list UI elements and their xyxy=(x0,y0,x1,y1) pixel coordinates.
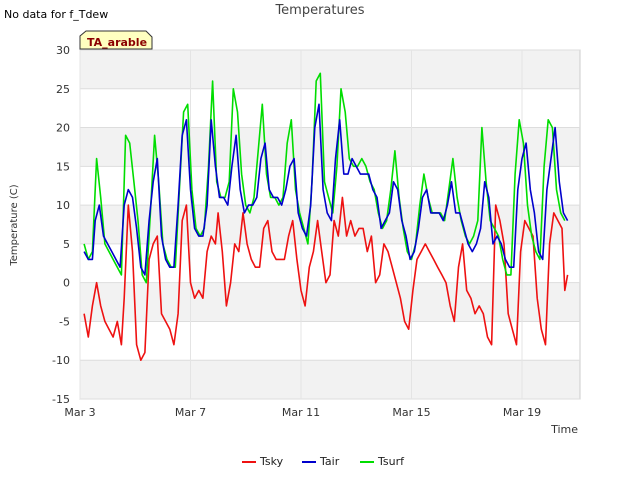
y-tick-label: 20 xyxy=(56,122,70,135)
legend: Tsky Tair Tsurf xyxy=(242,455,405,468)
chart-title: Temperatures xyxy=(274,3,364,18)
y-tick-label: 0 xyxy=(63,277,70,290)
plot-band xyxy=(80,88,580,128)
y-tick-label: 15 xyxy=(56,160,70,173)
y-tick-label: 25 xyxy=(56,83,70,96)
x-tick-label: Mar 19 xyxy=(503,406,541,419)
y-tick-label: -15 xyxy=(52,393,70,406)
legend-item-tsurf: Tsurf xyxy=(360,455,405,468)
plot-bands xyxy=(80,50,580,399)
legend-item-tair: Tair xyxy=(302,455,340,468)
plot-band xyxy=(80,127,580,167)
legend-label: Tsky xyxy=(259,455,284,468)
y-tick-labels: -15 -10 -5 0 5 10 15 20 25 30 xyxy=(52,44,70,406)
legend-label: Tair xyxy=(319,455,340,468)
series-line-tsky xyxy=(83,196,569,361)
legend-item-tsky: Tsky xyxy=(242,455,284,468)
legend-label: Tsurf xyxy=(377,455,405,468)
y-tick-label: 5 xyxy=(63,238,70,251)
plot-band xyxy=(80,205,580,244)
x-tick-label: Mar 15 xyxy=(392,406,430,419)
plot-band xyxy=(80,321,580,361)
plot-band xyxy=(80,360,580,399)
x-tick-labels: Mar 3 Mar 7 Mar 11 Mar 15 Mar 19 xyxy=(64,406,541,419)
plot-band xyxy=(80,50,580,89)
y-tick-label: -5 xyxy=(59,315,70,328)
site-badge: TA_arable xyxy=(79,30,153,50)
no-data-note: No data for f_Tdew xyxy=(4,8,108,21)
x-tick-label: Mar 7 xyxy=(175,406,206,419)
y-tick-label: 10 xyxy=(56,199,70,212)
y-axis-label: Temperature (C) xyxy=(9,184,20,266)
x-tick-label: Mar 11 xyxy=(282,406,320,419)
y-tick-label: 30 xyxy=(56,44,70,57)
plot-band xyxy=(80,166,580,206)
site-badge-label: TA_arable xyxy=(87,36,147,49)
y-tick-label: -10 xyxy=(52,354,70,367)
x-tick-label: Mar 3 xyxy=(64,406,95,419)
series-lines xyxy=(83,72,569,361)
series-line-tair xyxy=(83,103,569,276)
plot-band xyxy=(80,282,580,322)
x-axis-label: Time xyxy=(550,423,578,436)
